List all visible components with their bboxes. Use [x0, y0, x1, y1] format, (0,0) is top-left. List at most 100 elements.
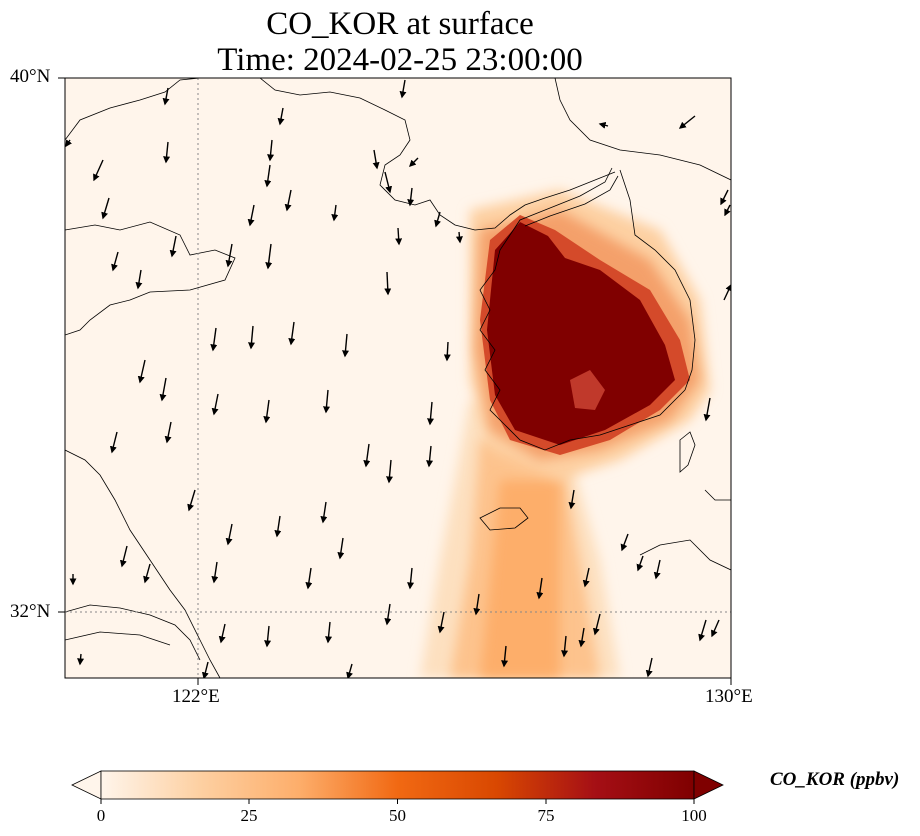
wind-arrow: [720, 189, 729, 206]
wind-arrow: [653, 559, 661, 580]
wind-arrow: [337, 537, 345, 560]
lon-label-122: 122°E: [172, 686, 220, 707]
wind-arrow: [582, 567, 590, 588]
wind-arrow: [409, 157, 419, 167]
wind-arrow: [201, 661, 209, 678]
map-title: CO_KOR at surface: [266, 6, 534, 42]
wind-arrow: [159, 377, 167, 402]
colorbar-label: CO_KOR (ppbv): [770, 769, 900, 790]
wind-arrow: [473, 593, 481, 616]
wind-arrow: [363, 443, 371, 468]
colorbar-tick-100: 100: [681, 806, 707, 825]
colorbar-ticks: [100, 799, 695, 804]
wind-arrow: [135, 269, 143, 290]
wind-arrow: [698, 619, 707, 642]
wind-arrow: [187, 489, 196, 512]
colorbar-tick-50: 50: [389, 806, 406, 825]
wind-arrow: [211, 393, 219, 416]
wind-arrow: [119, 545, 128, 568]
wind-arrow: [536, 577, 544, 600]
wind-arrow: [372, 149, 380, 170]
wind-arrow: [65, 139, 73, 148]
wind-arrow: [164, 421, 172, 444]
colorbar-extend-max: [693, 770, 724, 800]
wind-arrow: [346, 663, 353, 678]
map-frame: [64, 77, 732, 679]
wind-arrow: [137, 359, 146, 384]
wind-arrow: [443, 341, 451, 362]
wind-arrow: [109, 431, 118, 454]
wind-arrow: [288, 321, 296, 346]
wind-arrow: [277, 107, 285, 126]
wind-arrow: [325, 621, 333, 644]
wind-arrow: [225, 523, 233, 546]
wind-arrow: [111, 251, 119, 272]
wind-arrow: [724, 204, 731, 217]
wind-arrow: [143, 563, 151, 584]
wind-arrow: [342, 333, 349, 358]
wind-arrow: [274, 515, 282, 538]
lon-label-130: 130°E: [705, 686, 753, 707]
wind-arrow: [386, 459, 393, 484]
wind-arrow: [225, 243, 233, 268]
wind-arrow: [620, 533, 629, 552]
wind-arrow: [568, 489, 576, 510]
wind-arrow: [284, 189, 292, 212]
wind-arrow: [501, 645, 509, 668]
wind-arrow: [455, 231, 463, 244]
wind-arrow: [395, 227, 403, 246]
wind-arrow: [598, 121, 609, 129]
wind-arrow: [323, 389, 330, 414]
lat-label-32: 32°N: [10, 601, 51, 622]
wind-arrow: [399, 79, 407, 99]
wind-arrow: [384, 603, 392, 626]
coastline: [65, 78, 731, 678]
gridlines: [65, 78, 731, 678]
wind-arrow: [247, 204, 255, 227]
wind-arrow: [645, 657, 653, 678]
wind-arrow: [723, 283, 731, 301]
wind-arrow: [77, 653, 85, 666]
wind-arrow: [426, 445, 434, 468]
wind-vectors: [65, 79, 731, 678]
colorbar-tick-75: 75: [537, 806, 555, 825]
wind-arrow: [264, 625, 272, 648]
wind-arrow: [163, 141, 171, 164]
wind-arrow: [434, 211, 441, 228]
wind-arrow: [248, 325, 255, 350]
wind-arrow: [703, 397, 711, 422]
wind-arrow: [305, 567, 313, 590]
colorbar-bar: [100, 770, 695, 800]
wind-arrow: [384, 171, 393, 194]
wind-arrow: [93, 159, 104, 182]
wind-arrow: [427, 401, 434, 426]
wind-arrow: [331, 204, 339, 222]
wind-arrow: [407, 567, 415, 590]
wind-arrow: [211, 561, 219, 584]
wind-arrow: [407, 187, 415, 207]
wind-arrow: [578, 627, 586, 648]
wind-arrow: [636, 555, 644, 572]
wind-arrow: [162, 87, 170, 106]
wind-arrow: [264, 164, 272, 188]
wind-arrow: [320, 501, 328, 524]
wind-arrow: [263, 399, 271, 424]
wind-arrow: [437, 611, 445, 634]
colorbar-tick-0: 0: [96, 806, 106, 825]
colorbar-extend-min: [71, 770, 102, 800]
wind-arrow: [711, 619, 720, 638]
colorbar-tick-25: 25: [240, 806, 258, 825]
wind-arrow: [210, 327, 218, 352]
wind-arrow: [678, 115, 696, 129]
wind-arrow: [169, 235, 177, 258]
wind-arrow: [265, 243, 273, 270]
wind-arrow: [561, 635, 569, 658]
map-time: Time: 2024-02-25 23:00:00: [217, 42, 583, 78]
wind-arrow: [101, 197, 110, 220]
wind-arrow: [267, 139, 275, 162]
co-concentration-field: [420, 190, 710, 678]
wind-arrow: [592, 613, 601, 636]
wind-arrow: [384, 271, 392, 296]
